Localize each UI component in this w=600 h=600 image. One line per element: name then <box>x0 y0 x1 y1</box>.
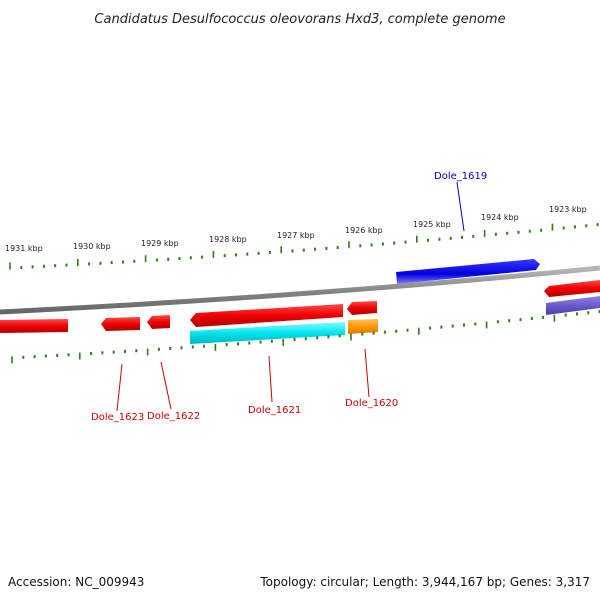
label-dole-1620[interactable]: Dole_1620 <box>345 398 398 409</box>
leader-dole-1623 <box>116 363 123 412</box>
scale-label-1924: 1924 kbp <box>481 213 519 222</box>
scale-label-1930: 1930 kbp <box>73 242 111 251</box>
gene-right-purple[interactable] <box>546 296 600 315</box>
inner-tick-ring <box>11 310 600 364</box>
label-dole-1621[interactable]: Dole_1621 <box>248 405 301 416</box>
label-dole-1623[interactable]: Dole_1623 <box>91 412 144 423</box>
gene-dole-1622[interactable] <box>147 315 170 329</box>
gene-right-red[interactable] <box>544 280 600 297</box>
label-dole-1619[interactable]: Dole_1619 <box>434 171 487 182</box>
label-dole-1622[interactable]: Dole_1622 <box>147 411 200 422</box>
label-leaders <box>116 181 465 412</box>
scale-label-1925: 1925 kbp <box>413 220 451 229</box>
leader-dole-1620 <box>364 348 370 398</box>
gene-labels: Dole_1619 Dole_1620 Dole_1621 Dole_1622 … <box>91 171 487 423</box>
scale-label-1923: 1923 kbp <box>549 205 587 214</box>
accession-text: Accession: NC_009943 <box>8 575 144 589</box>
scale-label-1927: 1927 kbp <box>277 231 315 240</box>
genome-summary-text: Topology: circular; Length: 3,944,167 bp… <box>259 575 590 589</box>
outer-tick-ring <box>9 223 599 270</box>
gene-cyan[interactable] <box>190 322 345 344</box>
scale-label-1929: 1929 kbp <box>141 239 179 248</box>
gene-dole-1619[interactable] <box>396 259 540 284</box>
leader-dole-1621 <box>268 355 273 403</box>
genome-backbone <box>0 265 600 315</box>
gene-red-left-edge[interactable] <box>0 319 68 333</box>
gene-dole-1620[interactable] <box>347 301 377 315</box>
gene-dole-1621[interactable] <box>190 304 343 327</box>
leader-dole-1619 <box>456 181 465 232</box>
gene-dole-1623[interactable] <box>101 317 140 331</box>
map-title: Candidatus Desulfococcus oleovorans Hxd3… <box>94 12 505 27</box>
leader-dole-1622 <box>160 361 172 410</box>
scale-label-1928: 1928 kbp <box>209 235 247 244</box>
scale-label-1926: 1926 kbp <box>345 226 383 235</box>
scale-label-1931: 1931 kbp <box>5 244 43 253</box>
scale-labels: 1931 kbp 1930 kbp 1929 kbp 1928 kbp 1927… <box>5 205 587 253</box>
gene-orange[interactable] <box>348 319 378 334</box>
